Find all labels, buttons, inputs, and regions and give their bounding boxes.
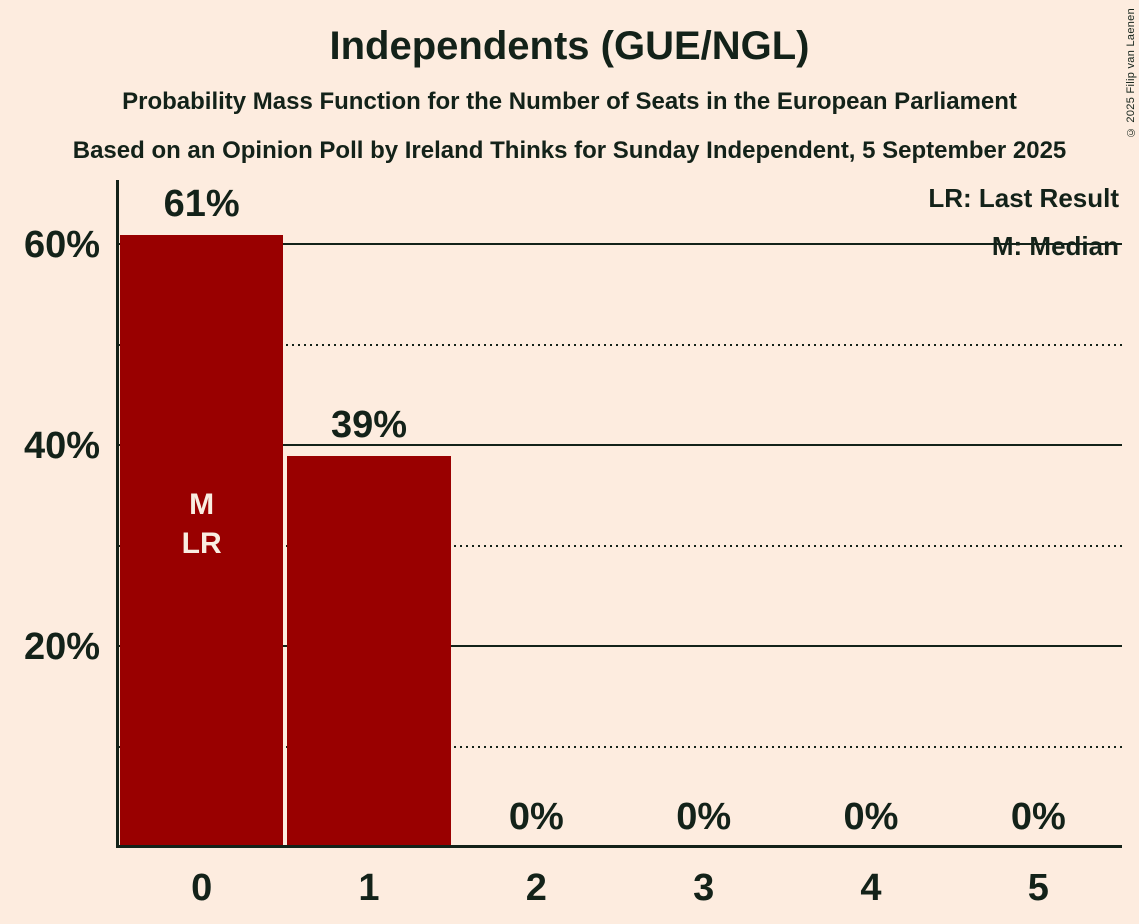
bar-value-label: 0% (676, 796, 732, 838)
x-axis-line (116, 845, 1122, 848)
bar (287, 456, 451, 848)
gridline-major (118, 645, 1122, 648)
gridline-minor (118, 544, 1122, 547)
chart-source: Based on an Opinion Poll by Ireland Thin… (72, 137, 1067, 164)
chart-legend: LR: Last Result M: Median (928, 174, 1119, 270)
bar-value-label: 0% (1010, 796, 1066, 838)
y-tick-label: 60% (23, 224, 100, 267)
x-tick-label: 0 (191, 867, 213, 909)
chart-title: Independents (GUE/NGL) (329, 24, 810, 68)
x-tick-label: 2 (525, 867, 547, 909)
copyright-text: © 2025 Filip van Laenen (1125, 8, 1137, 139)
bar: M LR (120, 235, 284, 848)
gridline-minor (118, 745, 1122, 748)
gridline-major (118, 243, 1122, 246)
y-axis-line (116, 180, 119, 848)
x-axis-labels: 0 1 2 3 4 5 (118, 866, 1122, 910)
bar-value-label: 61% (163, 183, 240, 226)
y-tick-label: 40% (23, 425, 100, 468)
gridline-minor (118, 343, 1122, 346)
y-tick-label: 20% (23, 626, 100, 669)
bar-annotation-line: M (189, 487, 215, 521)
x-tick-label: 3 (693, 867, 715, 909)
x-tick-label: 1 (358, 867, 380, 909)
bar-annotation-line: LR (181, 526, 222, 560)
legend-median-label: M: Median (991, 231, 1119, 261)
x-tick-label: 4 (860, 867, 882, 909)
chart-subtitle: Probability Mass Function for the Number… (122, 88, 1017, 115)
bar-value-label: 0% (508, 796, 564, 838)
gridline-major (118, 444, 1122, 447)
bar-annotation: M LR (120, 485, 283, 563)
bar-value-label: 0% (843, 796, 899, 838)
y-axis-labels: 60% 40% 20% (0, 180, 100, 848)
legend-last-result-label: LR: Last Result (928, 183, 1119, 213)
x-tick-label: 5 (1027, 867, 1049, 909)
plot-area: LR: Last Result M: Median M LR 61% 39% 0% 0% 0… (116, 180, 1122, 848)
bar-value-label: 39% (330, 404, 408, 447)
